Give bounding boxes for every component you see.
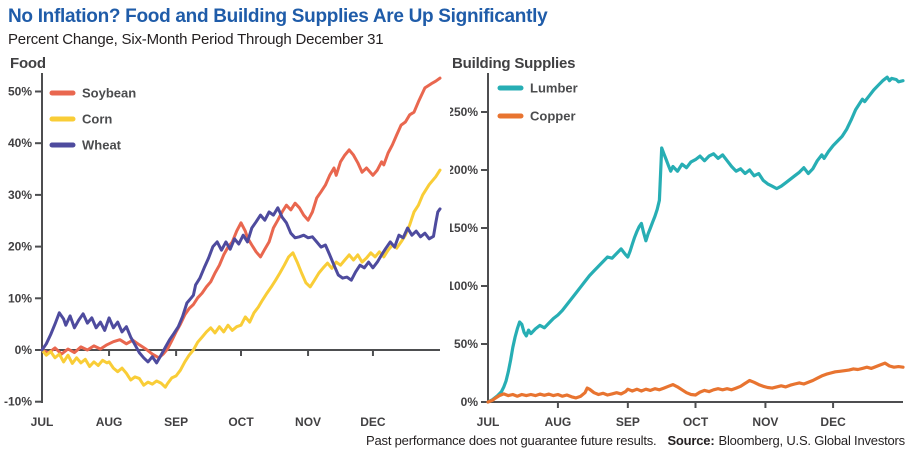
- y-tick-label: 40%: [8, 136, 32, 150]
- x-tick-label: AUG: [545, 415, 572, 429]
- wheat-line: [40, 206, 442, 365]
- y-tick-label: 10%: [8, 291, 32, 305]
- source-text: Bloomberg, U.S. Global Investors: [718, 433, 905, 448]
- source-label: Source:: [667, 433, 715, 448]
- y-tick-label: -10%: [4, 395, 32, 409]
- page-title: No Inflation? Food and Building Supplies…: [8, 6, 548, 27]
- legend-item-lumber: Lumber: [497, 81, 578, 96]
- x-tick-label: DEC: [360, 415, 386, 429]
- y-tick-label: 0%: [15, 343, 33, 357]
- x-tick-label: OCT: [228, 415, 254, 429]
- x-tick-label: JUL: [31, 415, 54, 429]
- legend-item-wheat: Wheat: [49, 138, 122, 153]
- y-tick-label: 100%: [450, 279, 478, 293]
- y-tick-label: 150%: [450, 221, 478, 235]
- legend-item-copper: Copper: [497, 109, 576, 124]
- food-chart: 50% 40% 30% 20% 10% 0% -10% JUL AUG SEP OCT NOV DEC S…: [4, 73, 442, 429]
- x-tick-label: DEC: [820, 415, 846, 429]
- y-tick-label: 50%: [8, 85, 32, 99]
- page-subtitle: Percent Change, Six-Month Period Through…: [8, 31, 384, 48]
- y-tick-label: 200%: [450, 163, 478, 177]
- legend-item-soybean: Soybean: [49, 86, 136, 101]
- x-tick-label: NOV: [752, 415, 778, 429]
- footer-note: Past performance does not guarantee futu…: [366, 433, 905, 448]
- x-tick-label: NOV: [295, 415, 321, 429]
- legend-label-soybean: Soybean: [82, 86, 136, 101]
- x-tick-label: OCT: [683, 415, 709, 429]
- y-tick-label: 20%: [8, 240, 32, 254]
- x-tick-label: SEP: [616, 415, 640, 429]
- legend-item-corn: Corn: [49, 112, 112, 127]
- y-tick-label: 30%: [8, 188, 32, 202]
- x-tick-label: SEP: [164, 415, 188, 429]
- disclaimer-text: Past performance does not guarantee futu…: [366, 433, 657, 448]
- corn-line: [40, 168, 442, 389]
- y-tick-label: 0%: [461, 395, 479, 409]
- y-tick-label: 250%: [450, 105, 478, 119]
- lumber-line: [486, 75, 905, 404]
- legend-label-lumber: Lumber: [530, 81, 578, 96]
- legend-label-corn: Corn: [82, 112, 112, 127]
- x-tick-label: JUL: [477, 415, 500, 429]
- x-tick-label: AUG: [96, 415, 123, 429]
- copper-line: [486, 361, 905, 404]
- legend-label-wheat: Wheat: [82, 138, 122, 153]
- y-tick-label: 50%: [454, 337, 478, 351]
- legend-label-copper: Copper: [530, 109, 576, 124]
- building-supplies-chart: 250% 200% 150% 100% 50% 0% JUL AUG SEP OCT NOV DEC L…: [450, 73, 905, 429]
- food-chart-title: Food: [10, 55, 46, 72]
- building-supplies-chart-title: Building Supplies: [452, 55, 576, 72]
